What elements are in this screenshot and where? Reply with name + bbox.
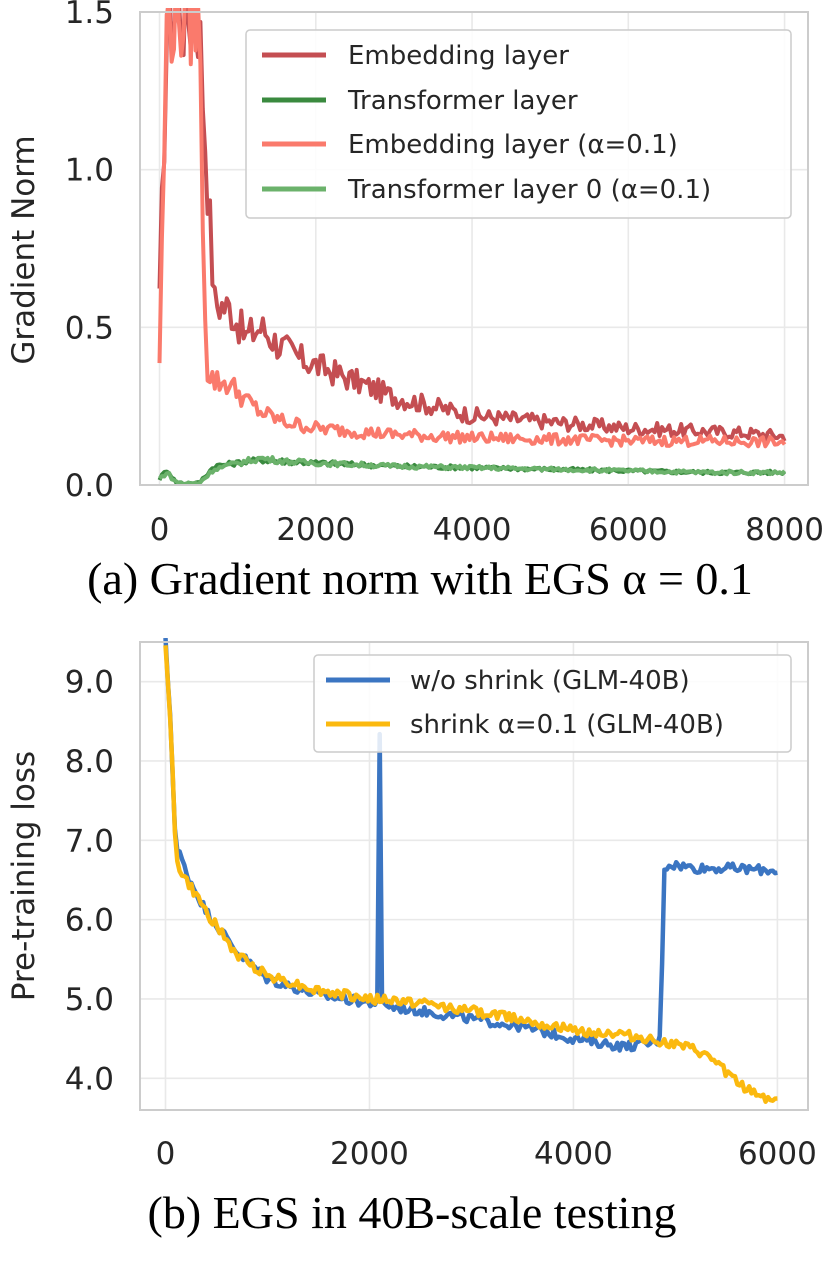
panel-a-x-tick: 0 — [150, 512, 170, 548]
panel-a-y-tick: 0.0 — [65, 468, 114, 504]
panel-b-y-axis-label: Pre-training loss — [6, 751, 42, 1001]
panel-a-x-tick: 6000 — [589, 512, 668, 548]
panel-a-series-lines — [157, 8, 787, 485]
panel-a-y-tick: 1.0 — [65, 153, 114, 189]
panel-a-x-tick: 2000 — [276, 512, 355, 548]
series-line-embedding-layer-0-1 — [157, 8, 787, 449]
legend-label-shrink-alpha: shrink α=0.1 (GLM-40B) — [410, 710, 724, 740]
legend-label-embedding-layer-alpha: Embedding layer (α=0.1) — [348, 130, 678, 160]
panel-b-y-tick: 4.0 — [65, 1061, 114, 1097]
panel-a-gradient-norm: 0 2000 4000 6000 8000 0.0 0.5 1.0 1.5 Gr… — [6, 0, 824, 604]
series-line-transformer-layer-0-0-1 — [158, 455, 787, 485]
panel-b-y-tick: 8.0 — [65, 744, 114, 780]
panel-a-legend-box — [245, 29, 792, 219]
panel-b-y-tick: 5.0 — [65, 982, 114, 1018]
panel-b-y-tick: 7.0 — [65, 823, 114, 859]
panel-a-x-tick: 8000 — [745, 512, 824, 548]
panel-b-caption: (b) EGS in 40B-scale testing — [148, 1187, 677, 1238]
panel-a-caption: (a) Gradient norm with EGS α = 0.1 — [87, 553, 753, 604]
panel-b-x-tick: 4000 — [534, 1136, 613, 1172]
panel-b-plot-frame — [139, 641, 809, 1111]
panel-b-x-tick: 2000 — [330, 1136, 409, 1172]
panel-b-legend: w/o shrink (GLM-40B) shrink α=0.1 (GLM-4… — [313, 654, 792, 753]
series-line-shrink-0-1-glm-40b — [163, 645, 778, 1104]
panel-b-x-ticks: 0 2000 4000 6000 — [156, 1136, 817, 1172]
panel-b-legend-box — [313, 654, 792, 753]
panel-a-x-tick: 4000 — [433, 512, 512, 548]
legend-label-transformer-layer: Transformer layer — [347, 86, 578, 116]
series-line-w-o-shrink-glm-40b — [163, 638, 778, 1053]
legend-label-wo-shrink: w/o shrink (GLM-40B) — [410, 666, 690, 696]
panel-a-y-axis-label: Gradient Norm — [6, 135, 42, 364]
panel-a-y-tick: 1.5 — [65, 0, 114, 31]
panel-a-y-ticks: 0.0 0.5 1.0 1.5 — [65, 0, 114, 504]
legend-label-transformer-layer-0-alpha: Transformer layer 0 (α=0.1) — [347, 175, 711, 205]
panel-a-y-tick: 0.5 — [65, 310, 114, 346]
panel-a-legend: Embedding layer Transformer layer Embedd… — [245, 29, 792, 219]
panel-b-x-tick: 6000 — [738, 1136, 817, 1172]
panel-a-x-ticks: 0 2000 4000 6000 8000 — [150, 512, 824, 548]
series-line-embedding-layer — [157, 8, 787, 442]
panel-b-y-tick: 6.0 — [65, 903, 114, 939]
panel-b-x-tick: 0 — [156, 1136, 176, 1172]
panel-b-y-ticks: 4.0 5.0 6.0 7.0 8.0 9.0 — [65, 665, 114, 1098]
panel-b-y-tick: 9.0 — [65, 665, 114, 701]
legend-label-embedding-layer: Embedding layer — [348, 41, 569, 71]
panel-a-plot-frame — [139, 11, 809, 486]
panel-b-series-lines — [163, 638, 778, 1104]
panel-b-pretraining-loss: 0 2000 4000 6000 4.0 5.0 6.0 7.0 8.0 9.0… — [6, 638, 817, 1238]
